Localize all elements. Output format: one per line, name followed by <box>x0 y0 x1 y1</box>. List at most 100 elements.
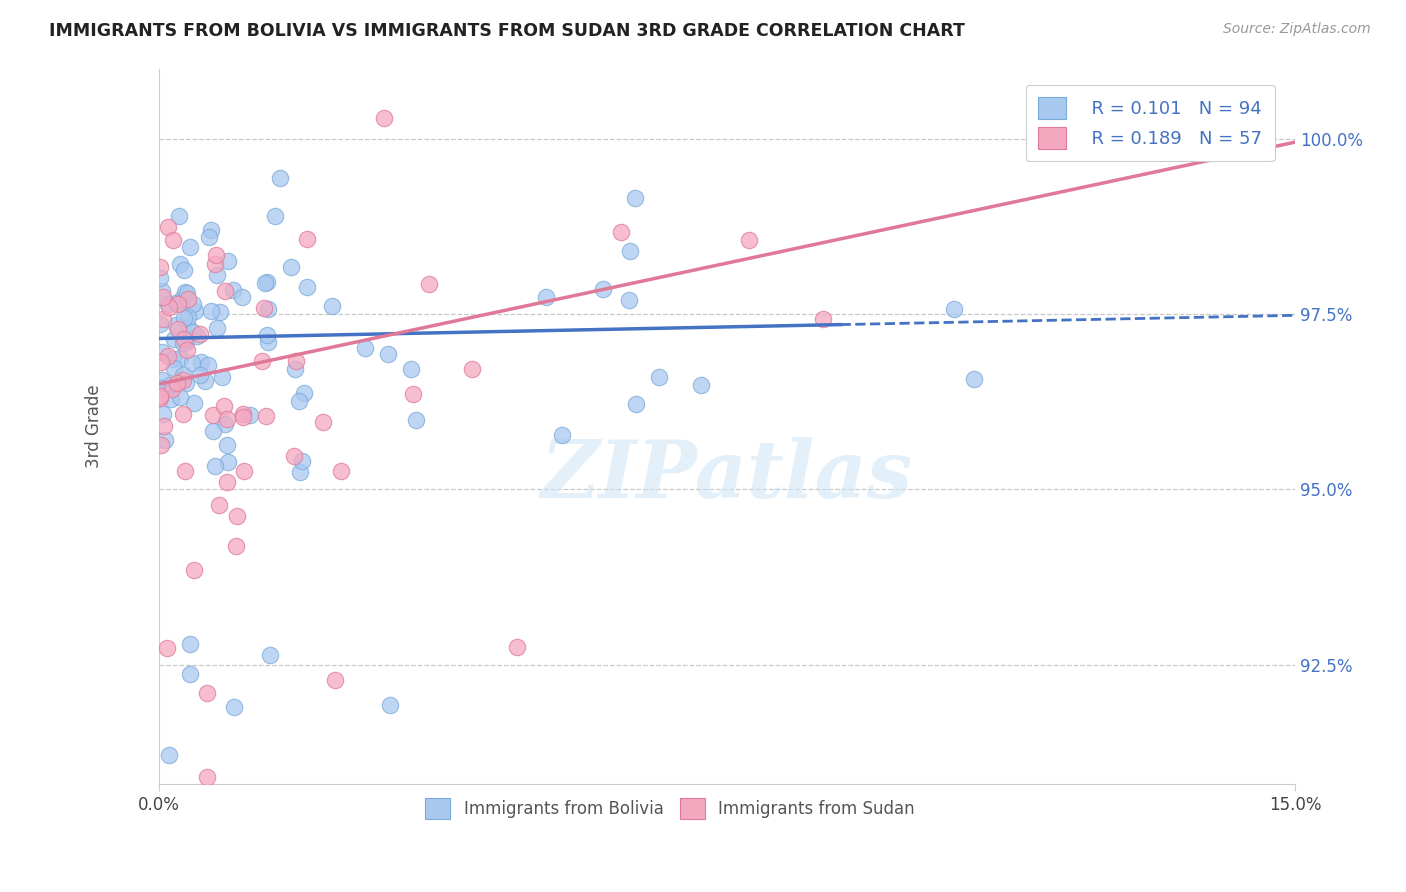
Point <box>156 220 179 235</box>
Text: Source: ZipAtlas.com: Source: ZipAtlas.com <box>1223 22 1371 37</box>
Point <box>214 285 236 299</box>
Point <box>198 230 221 244</box>
Point <box>174 334 197 349</box>
Point <box>217 253 239 268</box>
Point <box>205 321 228 335</box>
Point <box>256 275 278 289</box>
Point <box>253 301 276 315</box>
Point <box>624 191 647 205</box>
Point <box>176 286 198 301</box>
Point <box>181 296 204 310</box>
Point <box>179 240 201 254</box>
Point <box>962 372 984 386</box>
Point <box>152 419 174 434</box>
Point <box>169 293 191 307</box>
Point <box>295 232 318 246</box>
Point <box>156 297 179 311</box>
Legend: Immigrants from Bolivia, Immigrants from Sudan: Immigrants from Bolivia, Immigrants from… <box>419 792 922 825</box>
Point <box>619 293 641 307</box>
Point <box>214 399 236 413</box>
Point <box>149 260 172 274</box>
Point <box>167 297 190 311</box>
Point <box>149 392 172 406</box>
Point <box>162 233 184 247</box>
Point <box>162 361 184 376</box>
Point <box>624 397 647 411</box>
Point <box>194 374 217 388</box>
Point <box>155 433 177 447</box>
Point <box>321 299 343 313</box>
Point <box>152 407 174 421</box>
Point <box>378 698 401 712</box>
Point <box>225 509 247 524</box>
Point <box>169 257 191 271</box>
Point <box>283 449 305 463</box>
Point <box>280 260 302 274</box>
Point <box>461 361 484 376</box>
Point <box>207 498 229 512</box>
Point <box>204 248 226 262</box>
Point <box>163 332 186 346</box>
Point <box>195 686 218 700</box>
Point <box>149 389 172 403</box>
Point <box>183 564 205 578</box>
Point <box>173 263 195 277</box>
Point <box>152 345 174 359</box>
Point <box>610 225 633 239</box>
Point <box>323 673 346 687</box>
Point <box>373 111 395 125</box>
Point <box>159 392 181 406</box>
Point <box>215 475 238 490</box>
Point <box>176 319 198 334</box>
Point <box>149 317 172 331</box>
Point <box>173 332 195 346</box>
Text: IMMIGRANTS FROM BOLIVIA VS IMMIGRANTS FROM SUDAN 3RD GRADE CORRELATION CHART: IMMIGRANTS FROM BOLIVIA VS IMMIGRANTS FR… <box>49 22 965 40</box>
Point <box>401 387 423 401</box>
Point <box>200 304 222 318</box>
Point <box>648 370 671 384</box>
Point <box>354 341 377 355</box>
Point <box>377 346 399 360</box>
Point <box>157 747 180 762</box>
Point <box>257 334 280 349</box>
Point <box>179 666 201 681</box>
Point <box>231 290 253 304</box>
Point <box>215 438 238 452</box>
Point <box>159 378 181 392</box>
Point <box>292 386 315 401</box>
Point <box>202 408 225 422</box>
Point <box>813 312 835 326</box>
Point <box>418 277 440 292</box>
Point <box>211 370 233 384</box>
Point <box>156 349 179 363</box>
Point <box>166 322 188 336</box>
Point <box>172 407 194 421</box>
Point <box>173 311 195 326</box>
Point <box>311 415 333 429</box>
Point <box>534 290 557 304</box>
Point <box>285 353 308 368</box>
Point <box>204 257 226 271</box>
Point <box>152 290 174 304</box>
Point <box>738 233 761 247</box>
Point <box>172 336 194 351</box>
Point <box>150 284 173 298</box>
Point <box>290 466 312 480</box>
Point <box>152 312 174 326</box>
Point <box>201 424 224 438</box>
Point <box>232 464 254 478</box>
Point <box>551 428 574 442</box>
Point <box>181 325 204 339</box>
Point <box>157 301 180 315</box>
Point <box>222 283 245 297</box>
Point <box>162 352 184 367</box>
Point <box>592 281 614 295</box>
Point <box>188 368 211 382</box>
Point <box>207 268 229 282</box>
Point <box>195 770 218 784</box>
Point <box>176 343 198 358</box>
Point <box>256 409 278 424</box>
Point <box>186 329 208 343</box>
Point <box>215 412 238 426</box>
Point <box>401 362 423 376</box>
